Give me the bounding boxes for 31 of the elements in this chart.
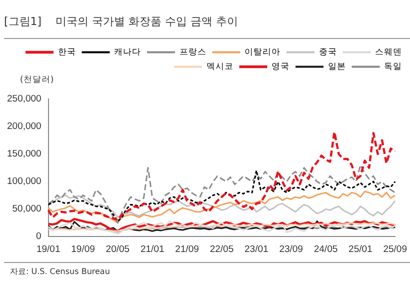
x-tick-label: 24/05 [314, 244, 338, 255]
x-tick-label: 25/01 [348, 244, 372, 255]
legend-label: 프랑스 [179, 47, 206, 58]
x-tick-label: 21/09 [175, 244, 199, 255]
chart-title: [그림1] 미국의 국가별 화장품 수입 금액 추이 [4, 14, 238, 29]
x-tick-label: 23/01 [244, 244, 268, 255]
y-tick-label: 0 [36, 231, 42, 242]
y-tick-label: 250,000 [6, 94, 42, 105]
legend-label: 영국 [272, 62, 290, 72]
y-tick-label: 200,000 [6, 121, 42, 132]
legend-label: 독일 [384, 62, 402, 72]
x-tick-label: 20/05 [106, 244, 130, 255]
y-tick-label: 50,000 [12, 204, 42, 215]
legend-label: 스웨덴 [375, 47, 402, 58]
y-tick-label: 100,000 [6, 176, 42, 188]
legend-label: 중국 [318, 47, 337, 58]
x-tick-label: 19/09 [71, 244, 95, 255]
y-axis-title: (천달러) [20, 74, 54, 86]
y-tick-label: 150,000 [6, 148, 42, 160]
text: 자료: U.S. Census Bureau [10, 266, 110, 277]
x-tick-label: 25/09 [383, 244, 408, 255]
x-tick-label: 19/01 [36, 244, 60, 255]
legend-label: 일본 [328, 62, 346, 72]
line-series [47, 130, 396, 222]
legend-label: 캐나다 [114, 47, 141, 58]
x-tick-label: 21/01 [140, 244, 164, 255]
x-tick-label: 23/09 [279, 244, 303, 255]
x-tick-label: 22/05 [210, 244, 234, 255]
legend-label: 이탈리아 [244, 47, 280, 58]
legend-label: 멕시코 [206, 62, 234, 72]
legend-label: 한국 [58, 47, 76, 58]
